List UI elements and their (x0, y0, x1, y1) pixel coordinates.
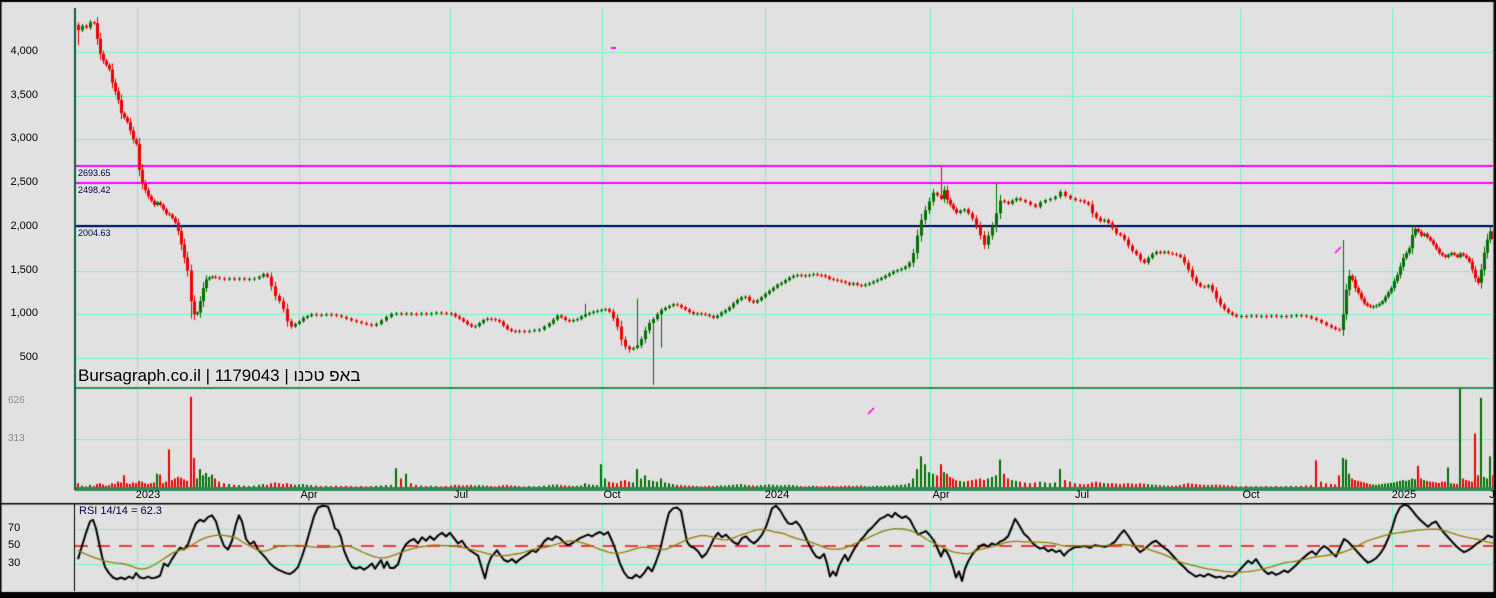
chart-window: Bursagraph.co.il | 1179043 | באפ טכנו RS… (0, 0, 1496, 598)
price-chart-canvas[interactable] (0, 0, 1496, 598)
